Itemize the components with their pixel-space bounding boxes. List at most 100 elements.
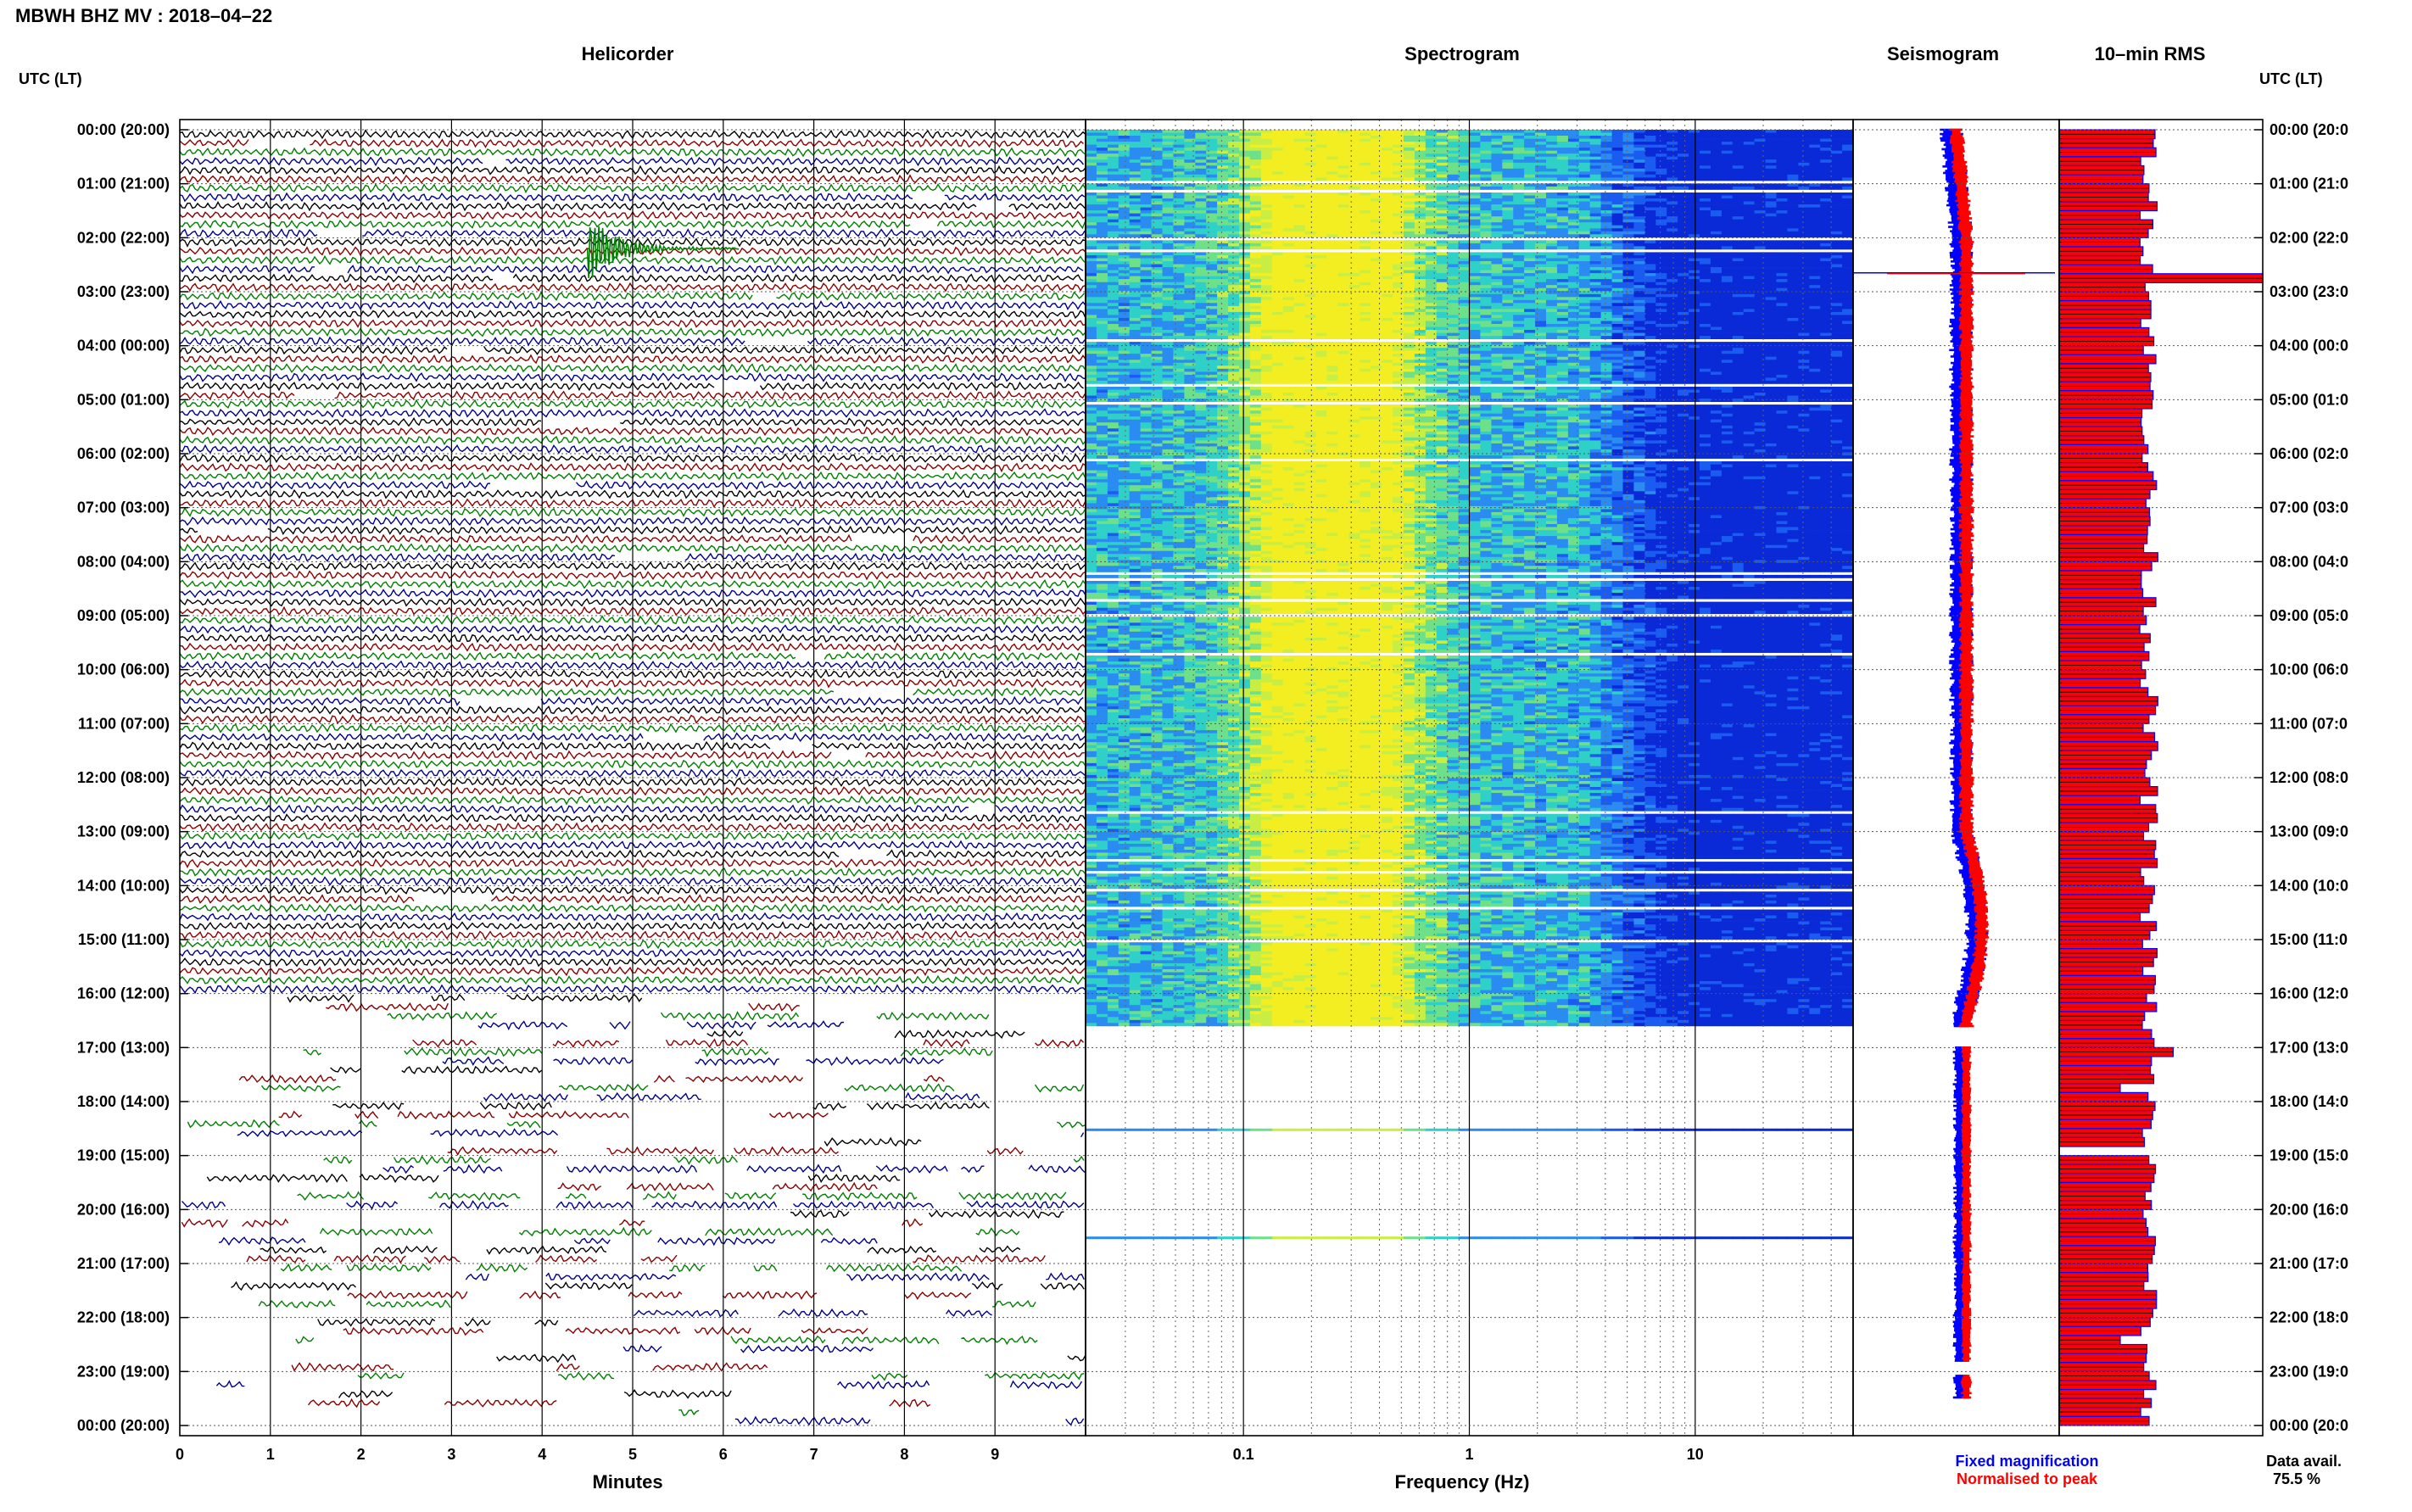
spectrogram-cell	[1119, 183, 1131, 187]
spectrogram-cell	[1612, 208, 1624, 211]
spectrogram-cell	[1195, 136, 1207, 139]
spectrogram-cell	[1173, 336, 1185, 339]
spectrogram-cell	[1250, 240, 1262, 243]
spectrogram-cell	[1733, 226, 1745, 229]
spectrogram-cell	[1491, 243, 1503, 247]
spectrogram-cell	[1633, 279, 1645, 282]
spectrogram-cell	[1502, 265, 1514, 268]
spectrogram-cell	[1152, 169, 1164, 172]
spectrogram-cell	[1744, 159, 1756, 163]
spectrogram-cell	[1480, 208, 1492, 211]
spectrogram-cell	[1206, 282, 1218, 286]
spectrogram-cell	[1568, 246, 1580, 249]
spectrogram-cell	[1206, 267, 1218, 271]
spectrogram-cell	[1524, 246, 1536, 249]
spectrogram-cell	[1842, 306, 1854, 310]
spectrogram-cell	[1348, 165, 1360, 169]
spectrogram-cell	[1568, 216, 1580, 220]
spectrogram-cell	[1371, 342, 1382, 345]
spectrogram-cell	[1601, 246, 1613, 249]
spectrogram-cell	[1733, 282, 1745, 286]
spectrogram-cell	[1337, 133, 1349, 137]
spectrogram-cell	[1141, 288, 1153, 292]
spectrogram-cell	[1655, 136, 1667, 139]
spectrogram-cell	[1173, 210, 1185, 214]
spectrogram-cell	[1502, 279, 1514, 282]
spectrogram-cell	[1644, 232, 1656, 235]
spectrogram-cell	[1535, 327, 1547, 331]
spectrogram-cell	[1228, 324, 1240, 327]
spectrogram-cell	[1294, 151, 1306, 154]
spectrogram-cell	[1535, 261, 1547, 265]
spectrogram-cell	[1337, 259, 1349, 262]
spectrogram-cell	[1415, 318, 1427, 321]
spectrogram-cell	[1798, 216, 1810, 220]
spectrogram-cell	[1261, 282, 1273, 286]
spectrogram-cell	[1371, 306, 1382, 310]
spectrogram-cell	[1831, 243, 1843, 247]
spectrogram-cell	[1326, 142, 1338, 145]
spectrogram-cell	[1787, 232, 1799, 235]
spectrogram-cell	[1097, 226, 1108, 229]
spectrogram-cell	[1382, 261, 1393, 265]
spectrogram-cell	[1733, 136, 1745, 139]
spectrogram-cell	[1404, 139, 1415, 142]
spectrogram-cell	[1568, 273, 1580, 276]
spectrogram-cell	[1524, 169, 1536, 172]
spectrogram-cell	[1820, 294, 1832, 298]
spectrogram-cell	[1678, 232, 1689, 235]
spectrogram-cell	[1459, 169, 1471, 172]
spectrogram-cell	[1590, 261, 1602, 265]
spectrogram-cell	[1415, 297, 1427, 300]
spectrogram-cell	[1633, 267, 1645, 271]
spectrogram-cell	[1535, 333, 1547, 337]
spectrogram-cell	[1700, 324, 1711, 327]
spectrogram-cell	[1382, 169, 1393, 172]
spectrogram-cell	[1184, 210, 1196, 214]
spectrogram-cell	[1261, 288, 1273, 292]
spectrogram-cell	[1404, 265, 1415, 268]
spectrogram-cell	[1787, 312, 1799, 315]
spectrogram-cell	[1787, 177, 1799, 181]
spectrogram-cell	[1546, 232, 1558, 235]
spectrogram-cell	[1459, 222, 1471, 226]
spectrogram-cell	[1470, 163, 1482, 166]
spectrogram-cell	[1546, 259, 1558, 262]
spectrogram-cell	[1733, 222, 1745, 226]
spectrogram-cell	[1623, 157, 1635, 160]
spectrogram-cell	[1305, 240, 1317, 243]
helicorder-trace	[180, 806, 969, 813]
spectrogram-cell	[1579, 315, 1591, 318]
spectrogram-cell	[1722, 133, 1734, 137]
spectrogram-cell	[1502, 196, 1514, 199]
spectrogram-cell	[1777, 271, 1789, 274]
spectrogram-cell	[1195, 243, 1207, 247]
spectrogram-cell	[1459, 285, 1471, 288]
spectrogram-cell	[1348, 145, 1360, 148]
spectrogram-cell	[1173, 187, 1185, 190]
spectrogram-cell	[1316, 204, 1328, 208]
spectrogram-cell	[1535, 220, 1547, 223]
spectrogram-cell	[1557, 321, 1569, 325]
spectrogram-cell	[1415, 267, 1427, 271]
spectrogram-cell	[1086, 228, 1097, 232]
spectrogram-cell	[1283, 208, 1295, 211]
spectrogram-cell	[1141, 157, 1153, 160]
spectrogram-cell	[1470, 216, 1482, 220]
spectrogram-cell	[1316, 285, 1328, 288]
spectrogram-cell	[1382, 159, 1393, 163]
spectrogram-cell	[1612, 202, 1624, 205]
spectrogram-cell	[1415, 333, 1427, 337]
spectrogram-cell	[1667, 151, 1678, 154]
spectrogram-cell	[1831, 261, 1843, 265]
spectrogram-cell	[1152, 279, 1164, 282]
spectrogram-cell	[1459, 226, 1471, 229]
spectrogram-cell	[1437, 145, 1449, 148]
spectrogram-cell	[1524, 130, 1536, 133]
spectrogram-cell	[1305, 210, 1317, 214]
spectrogram-cell	[1141, 192, 1153, 196]
helicorder-trace	[444, 1165, 502, 1173]
spectrogram-cell	[1722, 210, 1734, 214]
spectrogram-cell	[1612, 312, 1624, 315]
spectrogram-cell	[1130, 243, 1142, 247]
